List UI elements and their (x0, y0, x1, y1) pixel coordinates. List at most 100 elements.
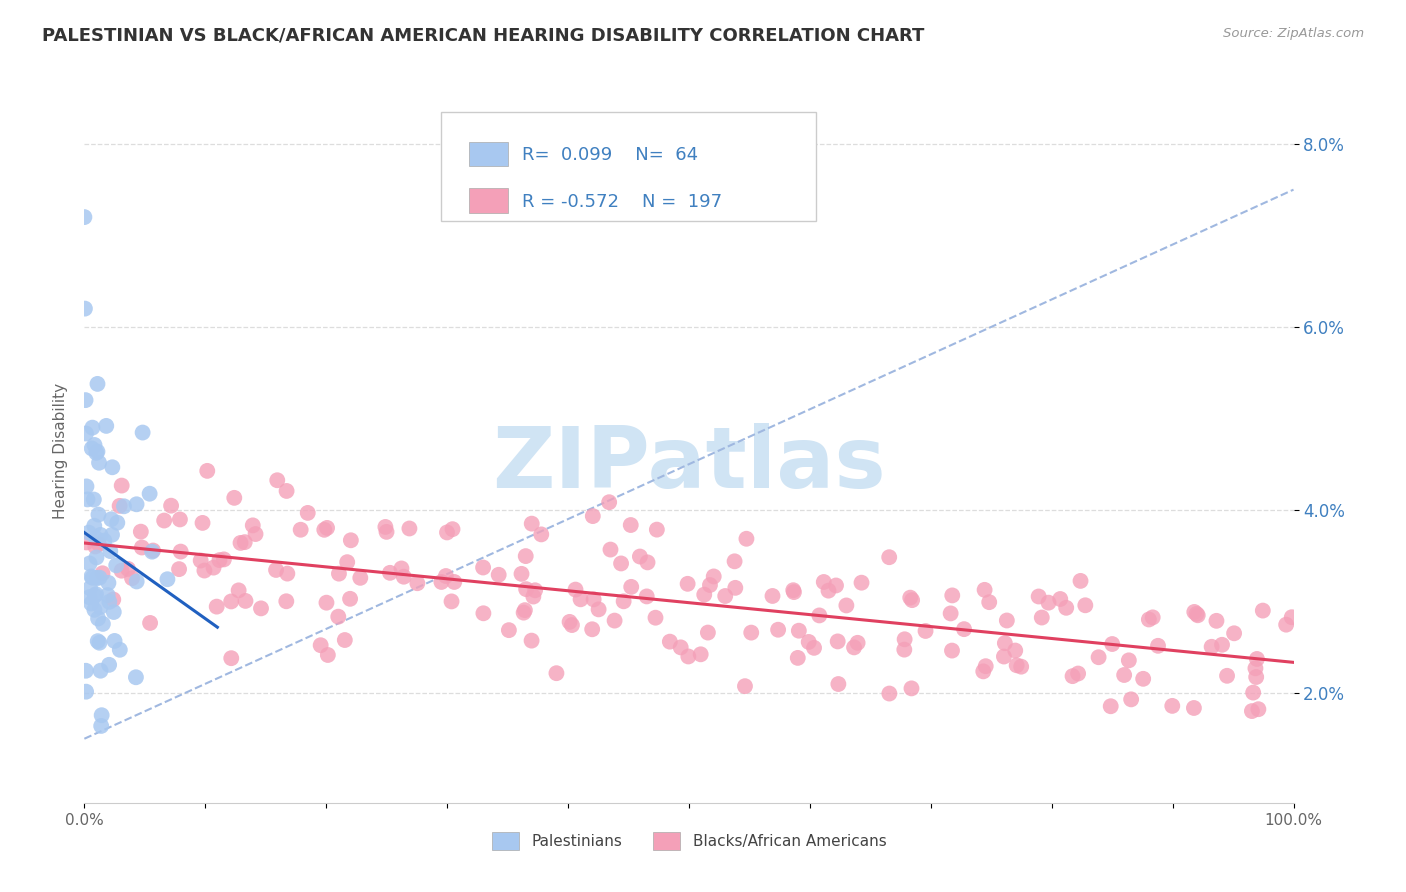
Point (1281, 610, 1303, 624)
Point (1216, 669, 1239, 683)
Point (941, 643, 963, 657)
Point (89, 636, 111, 650)
Point (827, 634, 849, 648)
Point (1187, 608, 1209, 623)
Point (208, 553, 231, 567)
Point (561, 618, 583, 632)
Point (86, 444, 108, 458)
Point (398, 521, 420, 535)
Point (264, 563, 287, 577)
Point (581, 622, 603, 636)
Point (105, 516, 128, 530)
Point (108, 499, 131, 513)
Point (276, 594, 298, 608)
Point (510, 566, 533, 581)
Point (84, 446, 107, 460)
Point (90, 708, 112, 723)
Point (636, 590, 658, 604)
Point (336, 555, 359, 569)
Point (766, 623, 789, 637)
Point (714, 589, 737, 603)
Point (1247, 702, 1270, 716)
Point (84, 540, 107, 554)
Point (1067, 666, 1090, 681)
Point (160, 499, 183, 513)
Point (644, 610, 666, 624)
Point (195, 464, 218, 478)
Point (900, 681, 922, 696)
Point (599, 542, 621, 557)
Point (842, 640, 865, 655)
Point (430, 574, 453, 589)
Point (83, 492, 105, 507)
Point (782, 583, 804, 598)
Point (1074, 599, 1097, 613)
Point (1244, 670, 1267, 684)
Point (1099, 699, 1122, 714)
Point (139, 615, 162, 630)
Point (83, 603, 105, 617)
Point (228, 583, 250, 598)
Point (167, 562, 190, 576)
Point (266, 473, 288, 487)
Point (131, 425, 153, 440)
Point (202, 560, 225, 574)
Point (111, 478, 134, 492)
Point (1118, 653, 1140, 667)
Point (513, 603, 536, 617)
Point (340, 533, 363, 548)
Point (1182, 701, 1205, 715)
Text: R = -0.572    N =  197: R = -0.572 N = 197 (522, 193, 723, 211)
Point (1010, 659, 1032, 673)
Point (86, 571, 108, 585)
Point (546, 666, 568, 681)
Point (141, 544, 163, 558)
Point (75, 535, 97, 549)
Point (598, 495, 620, 509)
Point (87, 634, 110, 648)
Point (138, 486, 160, 500)
Point (825, 578, 848, 592)
Point (1223, 626, 1246, 640)
Point (80, 442, 103, 456)
Point (75, 393, 97, 408)
Point (110, 564, 132, 578)
Point (406, 576, 429, 591)
Point (524, 583, 547, 598)
Point (1244, 661, 1267, 675)
Point (91, 566, 114, 581)
Point (98, 657, 121, 672)
Point (191, 516, 214, 530)
Point (734, 679, 756, 693)
Point (1211, 638, 1233, 652)
Point (1185, 607, 1208, 621)
Point (121, 571, 143, 585)
Point (125, 670, 148, 684)
Point (101, 460, 124, 475)
Point (898, 591, 921, 605)
Point (391, 561, 413, 575)
Point (628, 549, 651, 564)
Point (693, 588, 716, 602)
Point (1161, 698, 1184, 713)
Point (375, 524, 398, 539)
Point (79, 581, 101, 595)
Point (1087, 650, 1109, 665)
Point (86, 550, 108, 565)
Point (153, 514, 176, 528)
Point (112, 500, 135, 514)
Point (846, 636, 869, 650)
Point (339, 591, 361, 606)
Point (297, 506, 319, 520)
Point (582, 592, 605, 607)
Point (103, 634, 125, 648)
Point (316, 648, 339, 662)
Point (1147, 639, 1170, 653)
Point (242, 518, 264, 533)
Point (620, 518, 643, 533)
Point (1251, 604, 1274, 618)
Point (117, 562, 139, 576)
Point (193, 564, 215, 578)
Point (436, 525, 458, 540)
Point (276, 483, 298, 498)
